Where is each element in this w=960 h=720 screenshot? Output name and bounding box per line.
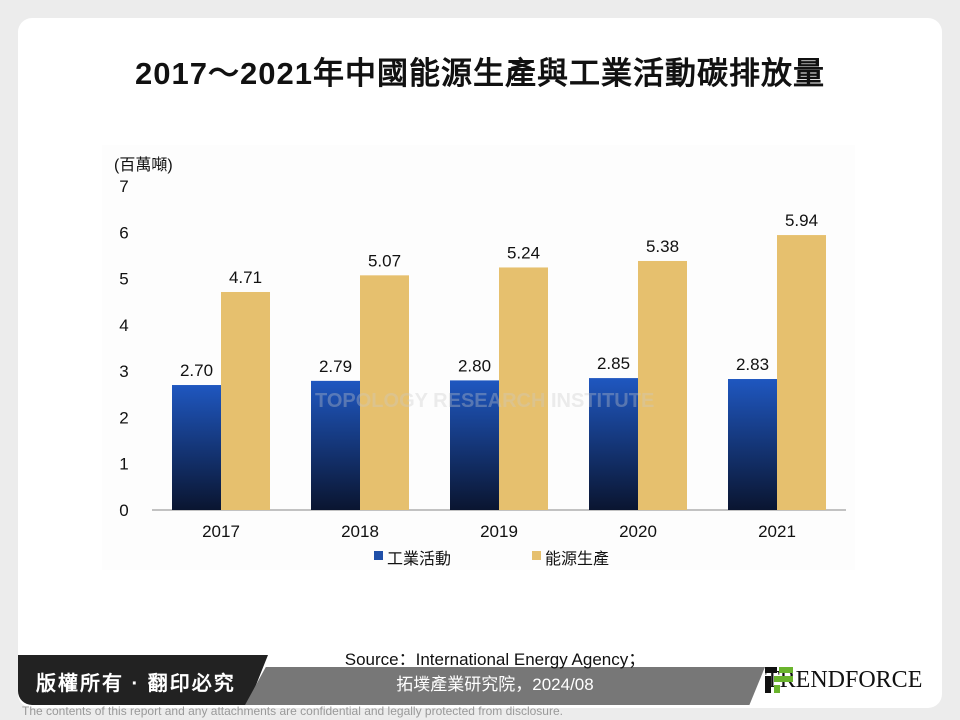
y-tick-label: 4 — [119, 316, 128, 335]
data-label: 5.24 — [507, 243, 540, 262]
disclaimer: The contents of this report and any atta… — [22, 704, 563, 718]
bar-industry — [728, 379, 777, 510]
data-label: 2.79 — [319, 357, 352, 376]
y-tick-label: 1 — [119, 455, 128, 474]
bar-energy — [499, 267, 548, 510]
y-tick-label: 6 — [119, 223, 128, 242]
bar-energy — [221, 291, 270, 510]
watermark: TOPOLOGY RESEARCH INSTITUTE — [315, 390, 655, 412]
data-label: 5.07 — [368, 251, 401, 270]
bar-chart: (百萬噸) 0 1 2 3 4 5 6 7 2017 2.70 4.71 2018 2.79 5.07 201… — [114, 156, 846, 568]
data-label: 2.83 — [736, 355, 769, 374]
data-label: 2.70 — [180, 361, 213, 380]
source-band — [245, 667, 765, 705]
data-label: 2.80 — [458, 356, 491, 375]
bar-industry — [172, 385, 221, 510]
trendforce-logo-icon — [765, 667, 793, 693]
source-line-2: 拓墣產業研究院，2024/08 — [396, 675, 594, 694]
legend-label: 能源生產 — [545, 550, 609, 568]
data-label: 4.71 — [229, 268, 262, 287]
y-tick-label: 2 — [119, 408, 128, 427]
data-label: 5.38 — [646, 237, 679, 256]
y-axis-label: (百萬噸) — [114, 156, 173, 174]
chart-title: 2017～2021年中國能源生產與工業活動碳排放量 — [135, 56, 825, 91]
source-line-1: Source：International Energy Agency； — [344, 650, 646, 669]
copyright-text: 版權所有 · 翻印必究 — [36, 673, 236, 695]
trendforce-logo: TRENDFORCE — [765, 667, 922, 694]
legend-label: 工業活動 — [387, 550, 451, 568]
x-tick-label: 2021 — [758, 522, 796, 541]
bar-industry — [589, 378, 638, 510]
legend-swatch — [532, 551, 541, 560]
x-tick-label: 2020 — [619, 522, 657, 541]
y-tick-label: 0 — [119, 501, 128, 520]
data-label: 5.94 — [785, 211, 818, 230]
x-tick-label: 2018 — [341, 522, 379, 541]
bar-industry — [311, 380, 360, 510]
copyright-band: 版權所有 · 翻印必究 — [18, 655, 268, 705]
y-tick-label: 5 — [119, 270, 128, 289]
bar-energy — [777, 235, 826, 510]
y-tick-label: 7 — [119, 177, 128, 196]
chart-area: (百萬噸) 0 1 2 3 4 5 6 7 2017 2.70 4.71 2018 2.79 5.07 201… — [102, 145, 855, 570]
legend-swatch — [374, 551, 383, 560]
x-tick-label: 2017 — [202, 522, 240, 541]
x-tick-label: 2019 — [480, 522, 518, 541]
y-tick-label: 3 — [119, 362, 128, 381]
data-label: 2.85 — [597, 354, 630, 373]
bar-energy — [638, 260, 687, 510]
bar-energy — [360, 275, 409, 510]
bar-industry — [450, 380, 499, 510]
